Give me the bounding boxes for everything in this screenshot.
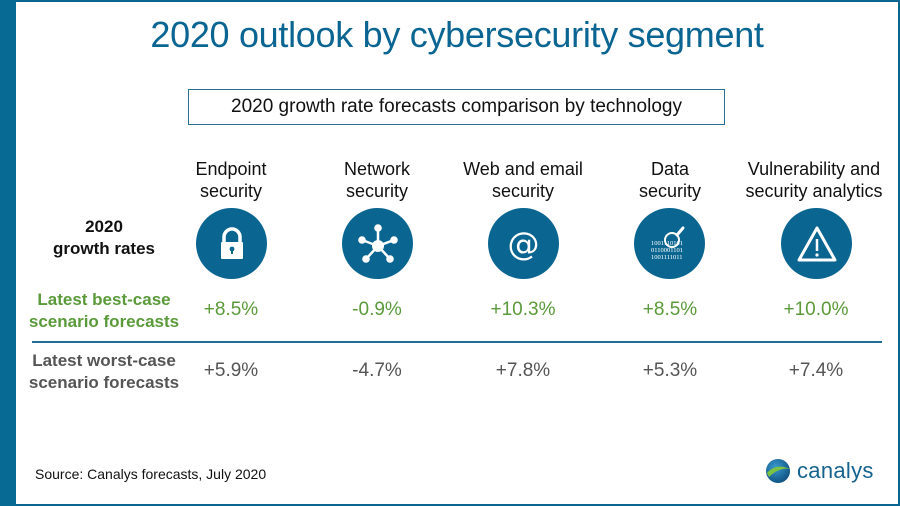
worst-case-network-value: -4.7% [352,360,402,381]
logo-text: canalys [797,458,874,483]
column-label-line1: Vulnerability and [747,159,881,179]
column-label-line2: security [345,181,408,201]
column-label-line1: Network [343,159,410,179]
column-label-web-email: Web and email security [438,158,608,202]
source-note: Source: Canalys forecasts, July 2020 [35,466,267,482]
column-label-line1: Endpoint [195,159,267,179]
column-label-line1: Data [650,159,690,179]
network-icon-circle [342,208,413,279]
worst-case-endpoint-value: +5.9% [203,360,259,381]
worst-case-vulnerability-value: +7.4% [788,360,844,381]
canalys-logo: canalys [765,458,874,484]
row-label-line2: scenario forecasts [28,373,180,392]
row-label-worst-case: Latest worst-case scenario forecasts [20,350,188,394]
vulnerability-icon-circle [781,208,852,279]
subtitle-box: 2020 growth rate forecasts comparison by… [188,89,725,125]
magnifier-binary-icon: 1001110101 0110001101 1001111011 [651,226,685,261]
best-case-network-value: -0.9% [352,299,402,320]
web-email-icon-circle: @ [488,208,559,279]
row-label-line1: Latest best-case [37,290,171,309]
page-title: 2020 outlook by cybersecurity segment [150,14,764,55]
binary-line: 1001111011 [651,254,683,261]
row-label-line1: Latest worst-case [32,351,176,370]
row-label-line2: scenario forecasts [28,312,180,331]
data-icon-circle: 1001110101 0110001101 1001111011 [634,208,705,279]
best-case-web-email-value: +10.3% [490,299,556,320]
row-label-line1: 2020 [85,217,123,236]
column-label-network: Network security [292,158,462,202]
canalys-globe-icon [766,459,790,483]
row-label-growth-rates: 2020 growth rates [20,216,188,260]
best-case-vulnerability-value: +10.0% [783,299,849,320]
column-label-line2: security [199,181,262,201]
column-label-data: Data security [585,158,755,202]
best-case-endpoint-value: +8.5% [203,299,259,320]
column-label-endpoint: Endpoint security [146,158,316,202]
worst-case-web-email-value: +7.8% [495,360,551,381]
left-accent-bar [0,0,16,506]
subtitle: 2020 growth rate forecasts comparison by… [231,96,682,117]
binary-line: 0110001101 [651,247,683,254]
best-case-data-value: +8.5% [642,299,698,320]
column-label-vulnerability: Vulnerability and security analytics [729,158,899,202]
row-label-line2: growth rates [52,239,156,258]
row-divider [32,341,882,343]
column-label-line2: security [491,181,554,201]
worst-case-data-value: +5.3% [642,360,698,381]
column-label-line1: Web and email [463,159,583,179]
endpoint-icon-circle [196,208,267,279]
lock-icon [220,226,243,259]
column-label-line2: security [638,181,701,201]
warning-icon [797,226,836,261]
column-label-line2: security analytics [745,181,883,201]
network-icon [357,223,398,263]
at-sign-icon: @ [507,224,540,263]
row-label-best-case: Latest best-case scenario forecasts [20,289,188,333]
